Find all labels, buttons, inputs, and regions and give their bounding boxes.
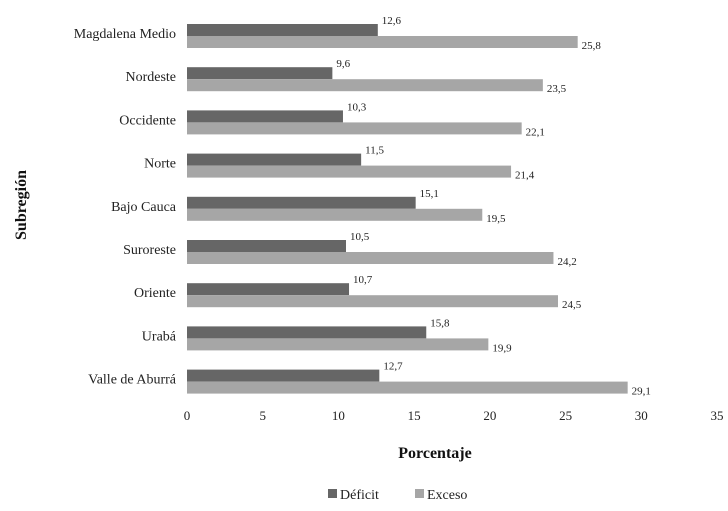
bar-deficit-suroreste xyxy=(187,240,346,252)
data-label-deficit-suroreste: 10,5 xyxy=(350,231,370,243)
data-labels-layer: 12,6 25,8 9,6 23,5 10,3 22,1 11,5 21,4 15,1 19,5 1… xyxy=(336,15,651,398)
bar-deficit-norte xyxy=(187,153,362,166)
bar-deficit-valle-de-aburra xyxy=(187,369,380,382)
data-label-deficit-bajo-cauca: 15,1 xyxy=(420,188,439,200)
data-label-deficit-magdalena-medio: 12,6 xyxy=(382,15,402,27)
bar-exceso-nordeste xyxy=(187,79,543,92)
bar-deficit-oriente xyxy=(187,283,350,296)
category-label-nordeste: Nordeste xyxy=(125,70,176,85)
data-label-deficit-oriente: 10,7 xyxy=(353,274,373,286)
legend-swatch-exceso xyxy=(415,489,424,498)
legend-label-exceso: Exceso xyxy=(427,488,467,503)
data-label-deficit-occidente: 10,3 xyxy=(347,101,367,113)
x-tick-30: 30 xyxy=(635,408,648,423)
bar-exceso-uraba xyxy=(187,338,489,351)
bar-deficit-uraba xyxy=(187,326,427,339)
category-label-norte: Norte xyxy=(144,157,176,172)
category-label-magdalena-medio: Magdalena Medio xyxy=(74,27,176,42)
category-label-bajo-cauca: Bajo Cauca xyxy=(111,200,177,215)
bar-exceso-bajo-cauca xyxy=(187,208,483,221)
x-tick-10: 10 xyxy=(332,408,345,423)
category-label-suroreste: Suroreste xyxy=(123,243,176,258)
data-label-deficit-valle-de-aburra: 12,7 xyxy=(383,361,403,373)
data-label-exceso-nordeste: 23,5 xyxy=(547,83,567,95)
bar-exceso-oriente xyxy=(187,295,558,308)
x-tick-35: 35 xyxy=(711,408,724,423)
x-tick-25: 25 xyxy=(559,408,572,423)
data-label-exceso-occidente: 22,1 xyxy=(526,126,545,138)
category-label-uraba: Urabá xyxy=(142,329,177,344)
x-tick-5: 5 xyxy=(259,408,266,423)
category-label-oriente: Oriente xyxy=(134,286,176,301)
bar-deficit-nordeste xyxy=(187,67,333,80)
y-axis-title: Subregión xyxy=(13,170,30,240)
bar-exceso-norte xyxy=(187,165,512,178)
x-tick-0: 0 xyxy=(184,408,191,423)
data-label-exceso-uraba: 19,9 xyxy=(492,342,512,354)
data-label-exceso-norte: 21,4 xyxy=(515,170,535,182)
data-label-deficit-nordeste: 9,6 xyxy=(336,58,350,70)
x-tick-20: 20 xyxy=(483,408,496,423)
bar-deficit-occidente xyxy=(187,110,343,123)
bar-exceso-magdalena-medio xyxy=(187,36,578,48)
legend-swatch-deficit xyxy=(328,489,337,498)
bar-exceso-suroreste xyxy=(187,252,554,264)
bar-deficit-magdalena-medio xyxy=(187,24,378,36)
category-label-valle-de-aburra: Valle de Aburrá xyxy=(88,373,177,388)
bar-exceso-occidente xyxy=(187,122,522,135)
x-tick-15: 15 xyxy=(408,408,421,423)
data-label-deficit-uraba: 15,8 xyxy=(430,317,450,329)
data-label-exceso-suroreste: 24,2 xyxy=(557,256,576,268)
bar-exceso-valle-de-aburra xyxy=(187,381,628,394)
data-label-exceso-valle-de-aburra: 29,1 xyxy=(632,386,651,398)
category-label-occidente: Occidente xyxy=(119,113,176,128)
category-labels: Magdalena Medio Nordeste Occidente Norte Baj… xyxy=(74,27,177,388)
data-label-exceso-magdalena-medio: 25,8 xyxy=(582,40,602,52)
legend-label-deficit: Déficit xyxy=(340,488,379,503)
x-tick-labels: 0 5 10 15 20 25 30 35 xyxy=(184,408,724,423)
bars-layer xyxy=(187,24,628,394)
data-label-deficit-norte: 11,5 xyxy=(365,145,384,157)
data-label-exceso-oriente: 24,5 xyxy=(562,299,582,311)
legend: Déficit Exceso xyxy=(328,488,467,503)
x-axis-title: Porcentaje xyxy=(398,445,471,462)
data-label-exceso-bajo-cauca: 19,5 xyxy=(486,213,506,225)
bar-deficit-bajo-cauca xyxy=(187,196,416,209)
